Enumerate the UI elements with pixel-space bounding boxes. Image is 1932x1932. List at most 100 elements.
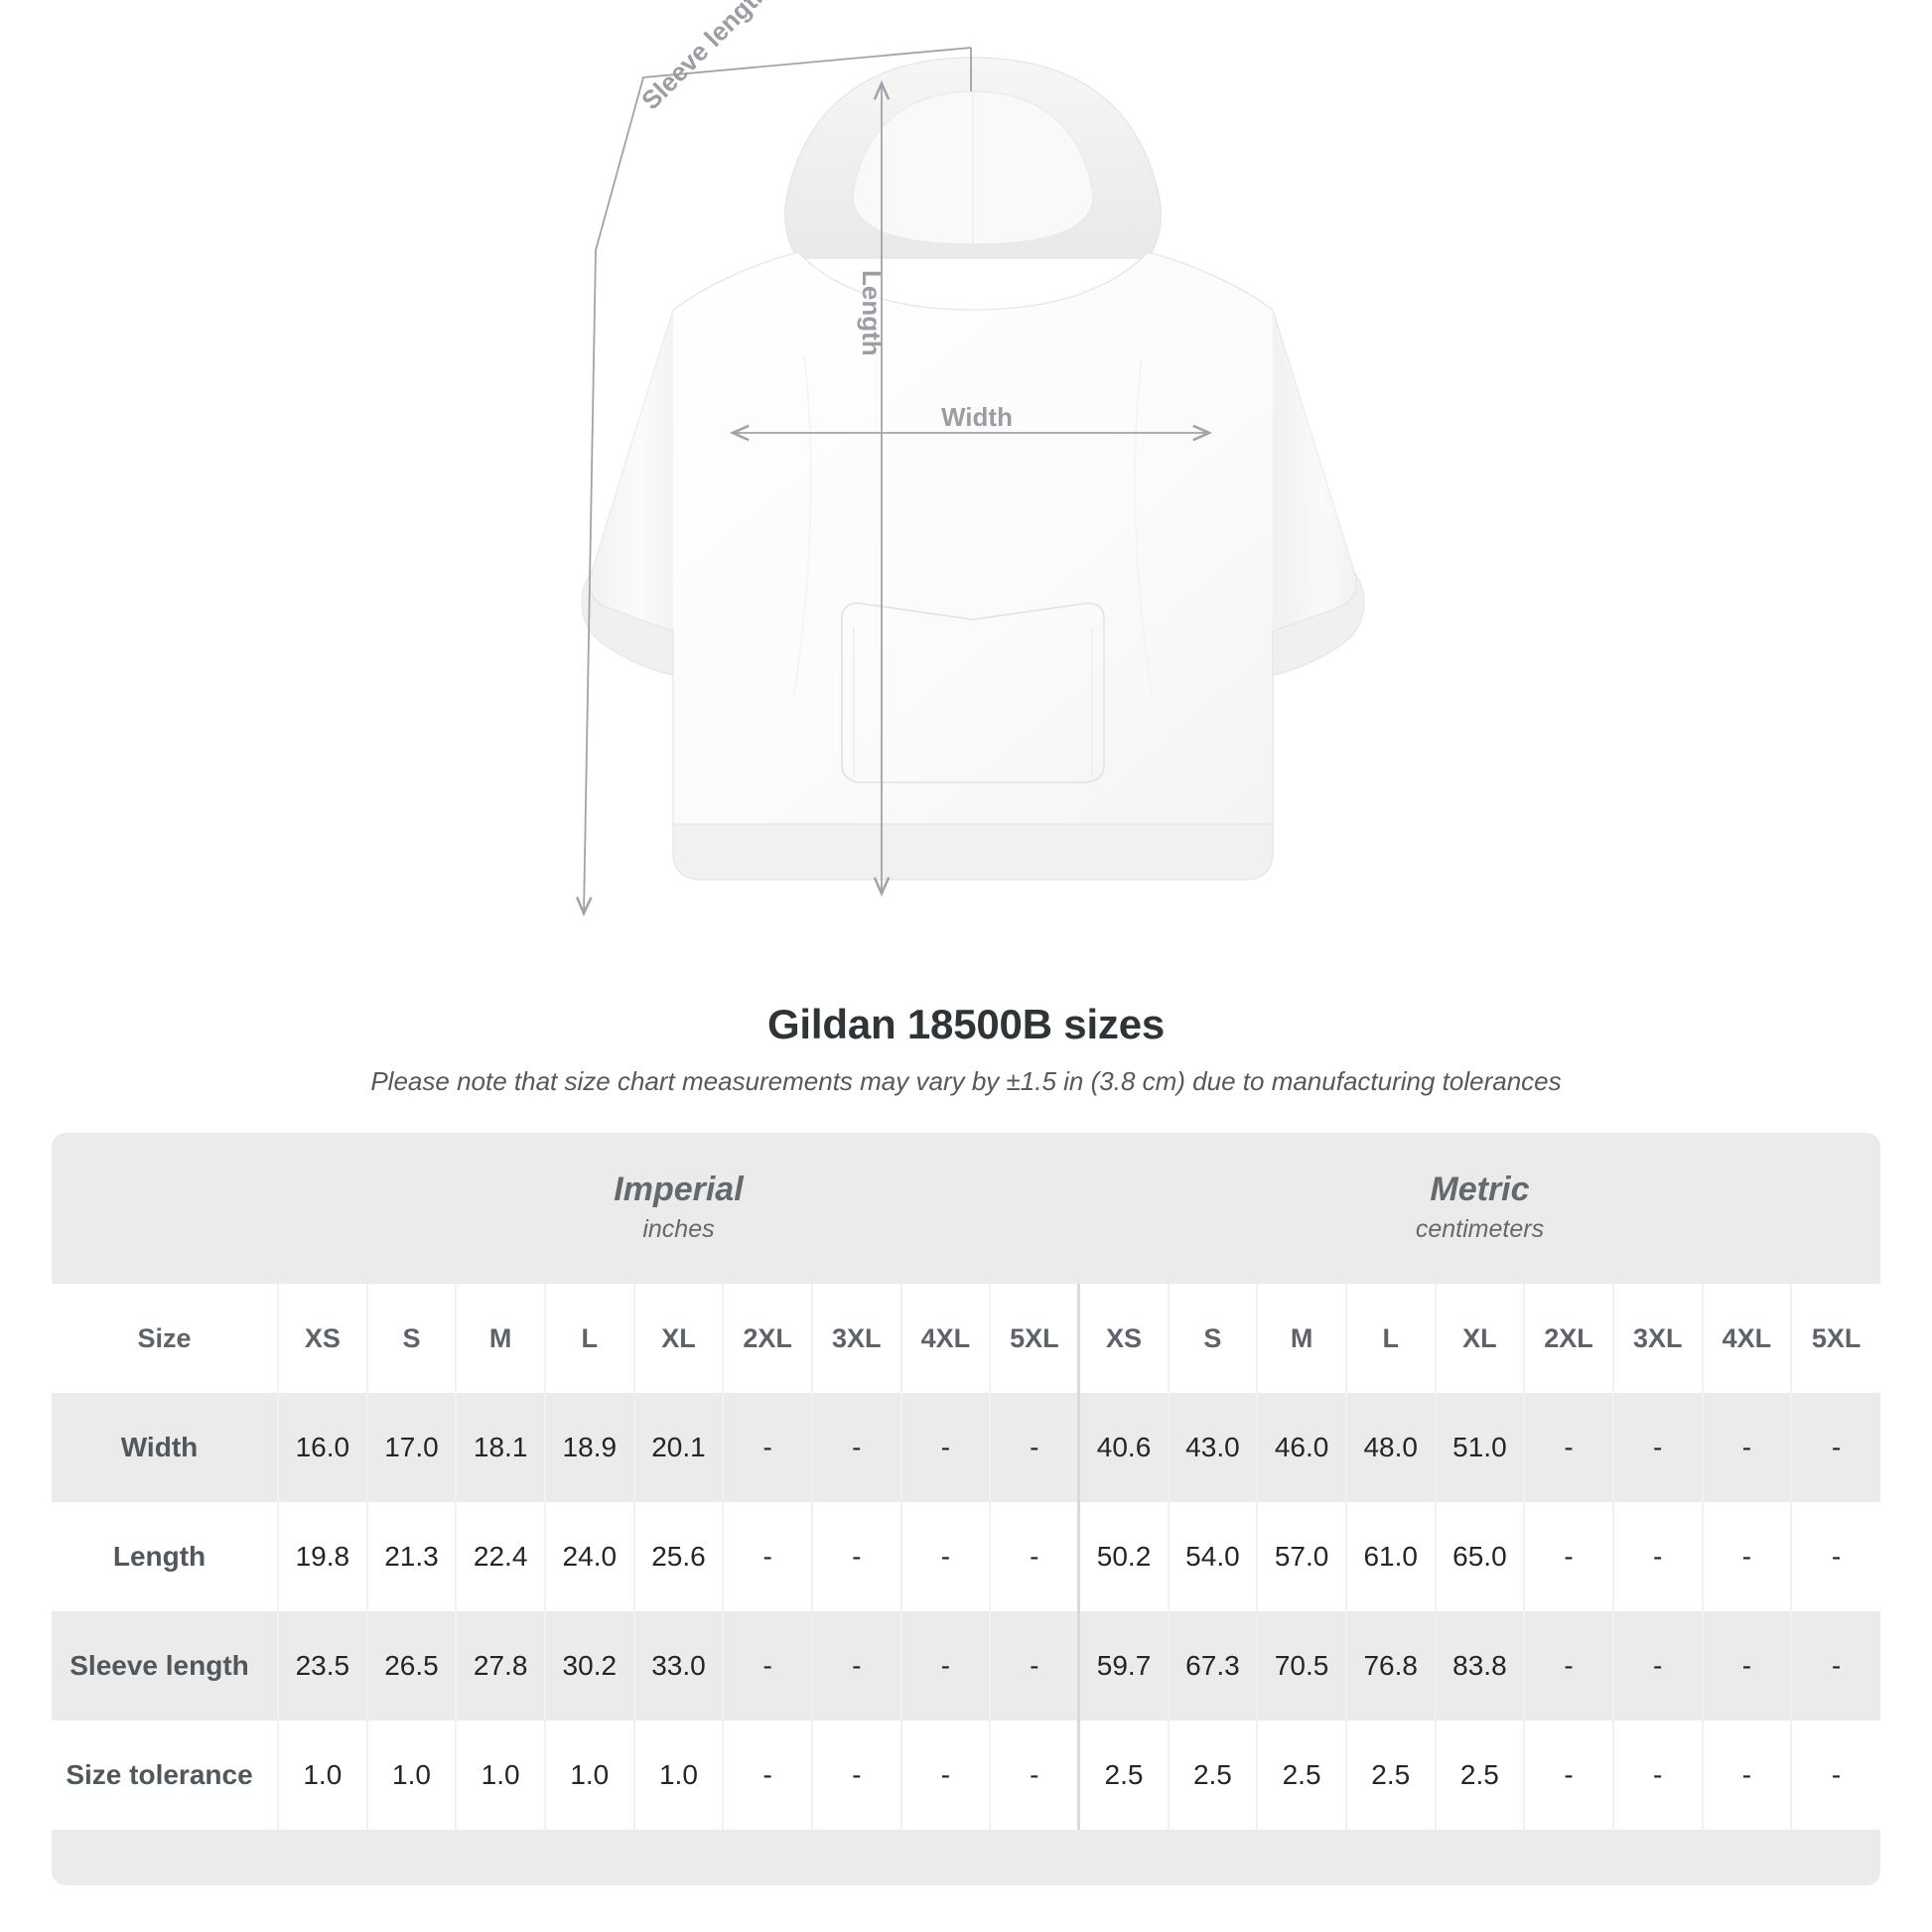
table-footer-strip — [52, 1830, 1880, 1885]
cell-length-imperial-xl: 25.6 — [632, 1502, 724, 1611]
cell-sleeve-length-imperial-3xl: - — [810, 1611, 901, 1721]
imperial-sub: inches — [642, 1214, 715, 1243]
size-header-metric-xl: XL — [1434, 1284, 1525, 1393]
unit-header-spacer — [52, 1133, 278, 1284]
row-label-length: Length — [52, 1502, 278, 1611]
size-chart-table: Imperial inches Metric centimeters Size … — [52, 1133, 1880, 1885]
cell-length-metric-s: 54.0 — [1167, 1502, 1258, 1611]
cell-size-tolerance-metric-m: 2.5 — [1256, 1721, 1346, 1830]
cell-sleeve-length-imperial-xs: 23.5 — [277, 1611, 367, 1721]
unit-header-row: Imperial inches Metric centimeters — [52, 1133, 1880, 1284]
cell-width-metric-l: 48.0 — [1344, 1393, 1436, 1502]
cell-width-metric-xs: 40.6 — [1077, 1393, 1169, 1502]
cell-length-metric-4xl: - — [1701, 1502, 1792, 1611]
hoodie-image — [556, 40, 1390, 963]
cell-sleeve-length-imperial-4xl: - — [899, 1611, 991, 1721]
cell-size-tolerance-metric-xl: 2.5 — [1434, 1721, 1525, 1830]
cell-length-metric-5xl: - — [1790, 1502, 1880, 1611]
cell-length-imperial-m: 22.4 — [455, 1502, 545, 1611]
size-header-metric-2xl: 2XL — [1523, 1284, 1613, 1393]
metric-sub: centimeters — [1415, 1214, 1545, 1243]
cell-width-imperial-xl: 20.1 — [632, 1393, 724, 1502]
cell-sleeve-length-metric-l: 76.8 — [1344, 1611, 1436, 1721]
cell-width-imperial-s: 17.0 — [365, 1393, 457, 1502]
cell-length-metric-3xl: - — [1611, 1502, 1703, 1611]
size-header-metric-xs: XS — [1077, 1284, 1169, 1393]
cell-size-tolerance-imperial-3xl: - — [810, 1721, 901, 1830]
cell-length-imperial-s: 21.3 — [365, 1502, 457, 1611]
cell-length-metric-2xl: - — [1523, 1502, 1613, 1611]
cell-sleeve-length-metric-xs: 59.7 — [1077, 1611, 1169, 1721]
table-row: Width 16.0 17.0 18.1 18.9 20.1- - - -40.6 43.0 46.… — [52, 1393, 1880, 1502]
cell-sleeve-length-metric-5xl: - — [1790, 1611, 1880, 1721]
size-header-label: Size — [52, 1284, 278, 1393]
cell-size-tolerance-imperial-xs: 1.0 — [277, 1721, 367, 1830]
cell-sleeve-length-imperial-s: 26.5 — [365, 1611, 457, 1721]
cell-width-metric-3xl: - — [1611, 1393, 1703, 1502]
size-header-metric-4xl: 4XL — [1701, 1284, 1792, 1393]
table-row: Length 19.8 21.3 22.4 24.0 25.6- - - -50.2 54.0 57… — [52, 1502, 1880, 1611]
cell-sleeve-length-metric-m: 70.5 — [1256, 1611, 1346, 1721]
imperial-name: Imperial — [614, 1171, 744, 1208]
cell-width-metric-5xl: - — [1790, 1393, 1880, 1502]
product-illustration: Sleeve length Length Width — [556, 0, 1390, 963]
cell-width-metric-2xl: - — [1523, 1393, 1613, 1502]
size-header-imperial-m: M — [455, 1284, 545, 1393]
cell-size-tolerance-metric-5xl: - — [1790, 1721, 1880, 1830]
size-header-imperial-xl: XL — [632, 1284, 724, 1393]
unit-header-imperial: Imperial inches — [278, 1133, 1079, 1284]
row-label-size-tolerance: Size tolerance — [52, 1721, 278, 1830]
cell-sleeve-length-imperial-2xl: - — [722, 1611, 812, 1721]
cell-size-tolerance-imperial-m: 1.0 — [455, 1721, 545, 1830]
cell-size-tolerance-imperial-xl: 1.0 — [632, 1721, 724, 1830]
cell-sleeve-length-metric-xl: 83.8 — [1434, 1611, 1525, 1721]
cell-size-tolerance-metric-4xl: - — [1701, 1721, 1792, 1830]
cell-sleeve-length-metric-s: 67.3 — [1167, 1611, 1258, 1721]
cell-size-tolerance-metric-l: 2.5 — [1344, 1721, 1436, 1830]
cell-width-imperial-m: 18.1 — [455, 1393, 545, 1502]
row-label-sleeve-length: Sleeve length — [52, 1611, 278, 1721]
size-header-imperial-2xl: 2XL — [722, 1284, 812, 1393]
page-subtitle: Please note that size chart measurements… — [370, 1066, 1562, 1096]
cell-length-imperial-xs: 19.8 — [277, 1502, 367, 1611]
cell-size-tolerance-metric-xs: 2.5 — [1077, 1721, 1169, 1830]
size-header-imperial-3xl: 3XL — [810, 1284, 901, 1393]
size-header-metric-3xl: 3XL — [1611, 1284, 1703, 1393]
page-title: Gildan 18500B sizes — [766, 1001, 1166, 1047]
size-header-imperial-4xl: 4XL — [899, 1284, 991, 1393]
unit-header-metric: Metric centimeters — [1078, 1133, 1880, 1284]
table-row: Sleeve length 23.5 26.5 27.8 30.2 33.0- - - -59.… — [52, 1611, 1880, 1721]
cell-sleeve-length-imperial-5xl: - — [989, 1611, 1079, 1721]
cell-sleeve-length-imperial-m: 27.8 — [455, 1611, 545, 1721]
size-header-imperial-5xl: 5XL — [989, 1284, 1079, 1393]
size-header-row: Size XS S M L XL 2XL 3XL 4XL 5XL XS S M L XL 2XL 3XL 4XL… — [52, 1284, 1880, 1393]
size-header-imperial-xs: XS — [277, 1284, 367, 1393]
cell-width-metric-4xl: - — [1701, 1393, 1792, 1502]
cell-sleeve-length-imperial-xl: 33.0 — [632, 1611, 724, 1721]
metric-name: Metric — [1430, 1171, 1530, 1208]
chart-heading: Gildan 18500B sizes Please note that siz… — [0, 993, 1932, 1097]
table-row: Size tolerance 1.0 1.0 1.0 1.0 1.0- - - -2.5 2.5 2… — [52, 1721, 1880, 1830]
cell-length-metric-xs: 50.2 — [1077, 1502, 1169, 1611]
cell-length-imperial-2xl: - — [722, 1502, 812, 1611]
size-header-metric-s: S — [1167, 1284, 1258, 1393]
cell-length-metric-l: 61.0 — [1344, 1502, 1436, 1611]
cell-width-imperial-5xl: - — [989, 1393, 1079, 1502]
cell-sleeve-length-metric-3xl: - — [1611, 1611, 1703, 1721]
size-header-metric-m: M — [1256, 1284, 1346, 1393]
cell-size-tolerance-imperial-l: 1.0 — [543, 1721, 634, 1830]
cell-length-metric-m: 57.0 — [1256, 1502, 1346, 1611]
footer-spacer — [52, 1830, 1880, 1885]
cell-width-imperial-2xl: - — [722, 1393, 812, 1502]
size-chart-table-container: Imperial inches Metric centimeters Size … — [52, 1133, 1880, 1885]
cell-size-tolerance-imperial-4xl: - — [899, 1721, 991, 1830]
cell-size-tolerance-imperial-5xl: - — [989, 1721, 1079, 1830]
cell-sleeve-length-imperial-l: 30.2 — [543, 1611, 634, 1721]
cell-length-imperial-3xl: - — [810, 1502, 901, 1611]
cell-width-metric-s: 43.0 — [1167, 1393, 1258, 1502]
cell-width-imperial-l: 18.9 — [543, 1393, 634, 1502]
cell-sleeve-length-metric-4xl: - — [1701, 1611, 1792, 1721]
size-header-imperial-s: S — [365, 1284, 457, 1393]
cell-length-imperial-4xl: - — [899, 1502, 991, 1611]
cell-width-imperial-4xl: - — [899, 1393, 991, 1502]
